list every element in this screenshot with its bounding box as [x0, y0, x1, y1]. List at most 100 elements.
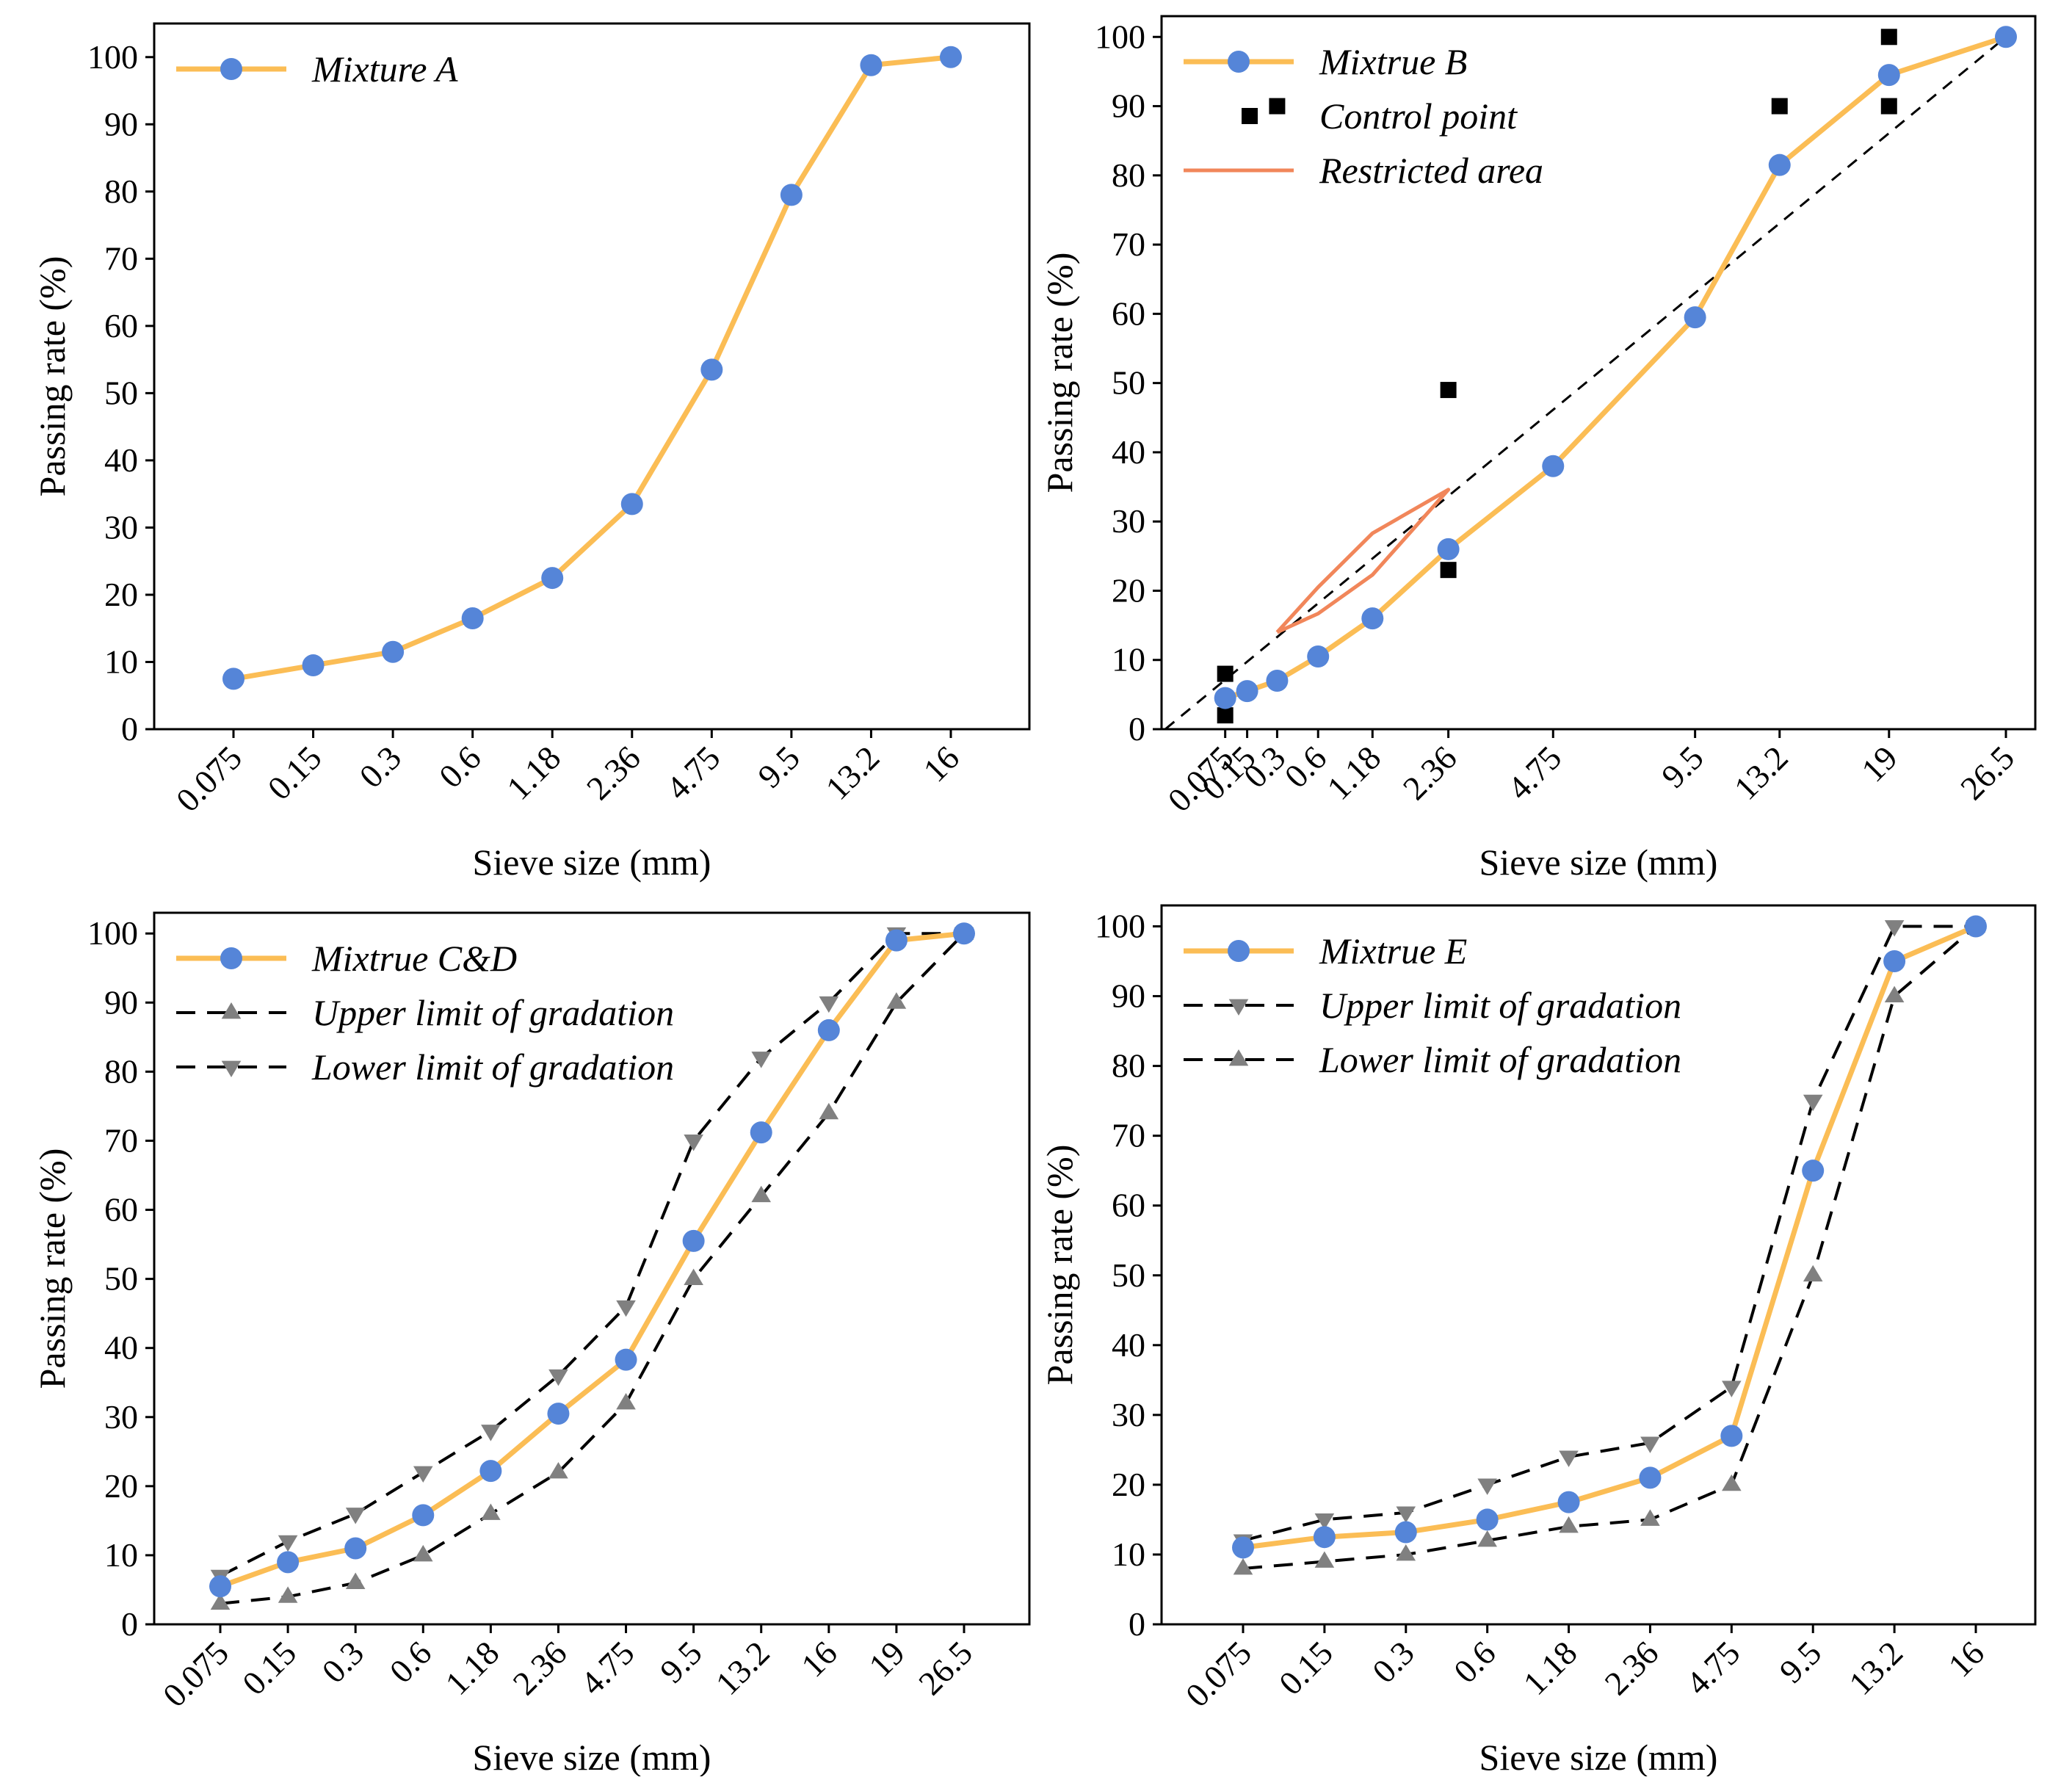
- x-tick-label: 1.18: [1516, 1634, 1584, 1702]
- x-tick-label: 4.75: [573, 1634, 642, 1702]
- series-line: [220, 932, 964, 1577]
- legend-item-lower-limit-of-gradation: Lower limit of gradation: [176, 1046, 674, 1088]
- legend-marker: [1228, 1049, 1249, 1066]
- y-tick-label: 100: [87, 914, 138, 952]
- legend-marker: [1228, 999, 1249, 1016]
- y-tick-label: 10: [104, 643, 138, 680]
- x-tick-label: 26.5: [911, 1634, 979, 1702]
- x-tick-label: 0.3: [315, 1634, 372, 1690]
- x-tick-label: 0.6: [1446, 1634, 1503, 1690]
- series-control-point: [1217, 29, 1897, 724]
- legend-item-upper-limit-of-gradation: Upper limit of gradation: [1184, 985, 1681, 1026]
- y-tick-label: 20: [1112, 571, 1145, 609]
- data-point: [817, 1019, 840, 1041]
- plot-area: [1232, 915, 1987, 1575]
- y-tick-label: 20: [104, 576, 138, 613]
- y-tick-label: 60: [1112, 1187, 1145, 1224]
- x-tick-label: 13.2: [1841, 1634, 1910, 1702]
- data-point: [860, 54, 883, 76]
- legend-marker: [220, 947, 242, 969]
- x-tick-label: 9.5: [1654, 739, 1711, 795]
- data-point: [222, 668, 244, 690]
- data-point: [1640, 1509, 1660, 1526]
- y-tick-label: 70: [1112, 225, 1145, 263]
- y-tick-label: 20: [104, 1467, 138, 1505]
- legend-marker: [220, 58, 242, 80]
- data-point: [953, 922, 975, 945]
- y-axis-title: Passing rate (%): [1039, 253, 1080, 493]
- data-point: [700, 358, 723, 381]
- data-point: [684, 1135, 703, 1151]
- legend-label: Restricted area: [1319, 150, 1543, 191]
- y-tick-label: 60: [104, 1191, 138, 1229]
- x-tick-label: 1.18: [1319, 739, 1388, 807]
- y-tick-label: 10: [1112, 641, 1145, 679]
- plot-frame: [1160, 15, 2037, 731]
- control-point: [1269, 98, 1286, 115]
- legend-item-mixtrue-e: Mixtrue E: [1184, 930, 1467, 972]
- x-tick-label: 19: [1854, 739, 1905, 789]
- x-tick-label: 0.075: [1178, 1634, 1258, 1714]
- x-tick-label: 13.2: [819, 739, 887, 807]
- x-tick-label: 4.75: [1500, 739, 1568, 807]
- y-tick-label: 60: [104, 307, 138, 344]
- data-point: [1214, 687, 1236, 709]
- x-tick-label: 0.075: [169, 739, 249, 819]
- y-tick-label: 20: [1112, 1466, 1145, 1503]
- y-tick-label: 100: [1095, 908, 1145, 945]
- legend-label: Upper limit of gradation: [312, 992, 674, 1033]
- y-tick-label: 50: [1112, 364, 1145, 402]
- y-tick-label: 40: [1112, 1326, 1145, 1364]
- data-point: [302, 654, 325, 677]
- x-tick-label: 16: [1941, 1634, 1991, 1685]
- data-point: [1476, 1508, 1499, 1531]
- plot-frame: [153, 911, 1031, 1626]
- legend-label: Control point: [1319, 95, 1518, 137]
- x-tick-label: 16: [916, 739, 966, 789]
- data-point: [1768, 153, 1791, 176]
- data-point: [682, 1229, 705, 1252]
- panel-c: 0 10 20 30 40 50 60 70 80 90 100 0.075 0.15 0.3 0.6 1.1…: [32, 911, 1031, 1778]
- legend-marker: [1228, 940, 1250, 962]
- legend-marker: [221, 1060, 242, 1077]
- series-mixtrue-b: [1214, 26, 2017, 709]
- data-point: [616, 1300, 636, 1317]
- y-tick-label: 90: [1112, 977, 1145, 1015]
- panel-a: 0 10 20 30 40 50 60 70 80 90 100 0.075 0.15 0.3 0.6 1.1…: [32, 22, 1031, 883]
- series-mixtrue-e: [1232, 915, 1987, 1559]
- y-tick-label: 30: [104, 508, 138, 546]
- x-tick-label: 4.75: [1678, 1634, 1747, 1702]
- legend-item-control-point: Control point: [1242, 95, 1518, 137]
- y-axis-title: Passing rate (%): [32, 256, 73, 497]
- data-point: [541, 567, 564, 590]
- legend-label: Upper limit of gradation: [1319, 985, 1681, 1026]
- data-point: [1394, 1521, 1417, 1544]
- data-point: [209, 1575, 231, 1598]
- x-axis-title: Sieve size (mm): [1479, 1737, 1718, 1776]
- plot-area: [1164, 26, 2017, 729]
- data-point: [1307, 645, 1330, 668]
- y-tick-label: 90: [1112, 87, 1145, 125]
- x-axis-title: Sieve size (mm): [473, 1737, 711, 1776]
- data-point: [819, 1102, 839, 1120]
- legend-item-mixture-a: Mixture A: [176, 48, 458, 90]
- data-point: [345, 1508, 366, 1524]
- y-tick-label: 80: [104, 173, 138, 210]
- legend-label: Lower limit of gradation: [311, 1046, 674, 1088]
- data-point: [1236, 680, 1258, 703]
- y-tick-label: 40: [104, 1329, 138, 1367]
- panel-b: 01020304050607080901000.0750.150.30.61.1…: [1039, 15, 2037, 883]
- data-point: [413, 1544, 433, 1562]
- series-line: [233, 54, 952, 681]
- data-point: [1396, 1506, 1416, 1523]
- x-tick-label: 2.36: [1396, 739, 1464, 807]
- y-tick-label: 30: [104, 1398, 138, 1436]
- data-point: [1722, 1381, 1742, 1397]
- x-tick-label: 0.15: [235, 1634, 303, 1702]
- data-point: [547, 1403, 570, 1425]
- y-tick-label: 10: [104, 1536, 138, 1574]
- y-axis-title: Passing rate (%): [1039, 1145, 1080, 1386]
- legend-item-restricted-area: Restricted area: [1184, 150, 1543, 191]
- data-point: [620, 493, 643, 515]
